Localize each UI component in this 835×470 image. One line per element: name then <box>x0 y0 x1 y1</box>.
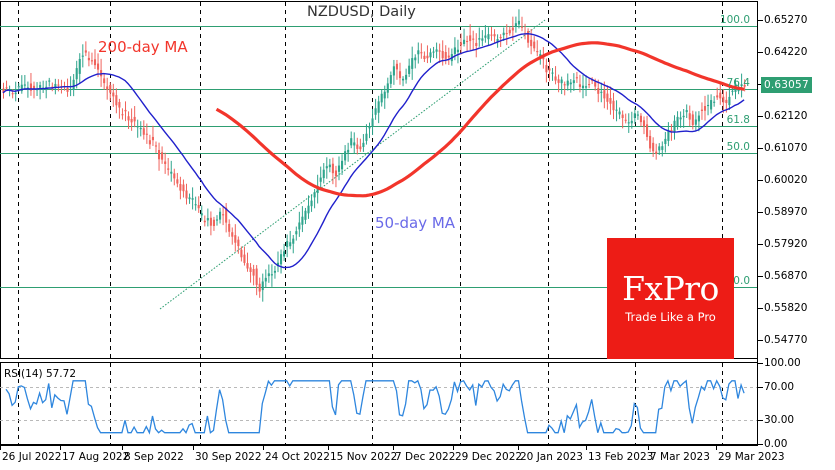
price-tickmark <box>758 116 763 117</box>
ma200-line <box>215 41 745 198</box>
price-tick-label: 0.56870 <box>764 270 808 282</box>
date-axis-label: 29 Dec 2022 <box>455 451 523 463</box>
rsi-panel[interactable] <box>0 362 758 445</box>
price-tick-label: 0.62120 <box>764 110 808 122</box>
rsi-tick-label: 100.00 <box>764 357 801 369</box>
date-axis-line <box>0 445 758 446</box>
price-tickmark <box>758 20 763 21</box>
date-tickmark <box>586 445 587 450</box>
date-tickmark <box>122 445 123 450</box>
ma50-annotation: 50-day MA <box>375 214 456 232</box>
date-axis-label: 15 Nov 2022 <box>330 451 398 463</box>
price-plot <box>0 2 757 358</box>
fib-label-100-0: 100.0 <box>719 13 750 26</box>
date-axis-label: 20 Jan 2023 <box>520 451 583 463</box>
rsi-tick-label: 30.00 <box>764 414 795 426</box>
price-tickmark <box>758 244 763 245</box>
ma50-line <box>2 32 745 269</box>
date-axis-label: 8 Sep 2022 <box>124 451 184 463</box>
date-tickmark <box>716 445 717 450</box>
date-axis-label: 30 Sep 2022 <box>195 451 262 463</box>
date-axis-label: 24 Oct 2022 <box>265 451 330 463</box>
date-axis-label: 7 Mar 2023 <box>650 451 710 463</box>
date-tickmark <box>263 445 264 450</box>
price-tickmark <box>758 340 763 341</box>
price-tickmark <box>758 52 763 53</box>
date-tickmark <box>60 445 61 450</box>
price-tickmark <box>758 84 763 85</box>
price-tick-label: 0.61070 <box>764 142 808 154</box>
price-tick-label: 0.57920 <box>764 238 808 250</box>
fxpro-logo: FxPro Trade Like a Pro <box>607 238 734 359</box>
date-axis-label: 7 Dec 2022 <box>395 451 456 463</box>
rsi-line <box>5 379 745 435</box>
date-tickmark <box>393 445 394 450</box>
ascending-trendline <box>159 19 546 310</box>
fibonacci-lines <box>0 26 757 288</box>
fib-label-76-4: 76.4 <box>726 76 750 89</box>
rsi-tickmark <box>758 387 763 388</box>
price-tick-label: 0.58970 <box>764 206 808 218</box>
rsi-tickmark <box>758 444 763 445</box>
axis-separator <box>757 1 758 445</box>
price-tick-label: 0.65270 <box>764 14 808 26</box>
price-tickmark <box>758 148 763 149</box>
price-tick-label: 0.54770 <box>764 334 808 346</box>
fib-label-61-8: 61.8 <box>726 113 750 126</box>
rsi-plot <box>0 363 757 444</box>
date-axis-label: 17 Aug 2022 <box>62 451 130 463</box>
fxpro-wordmark: FxPro <box>622 269 719 308</box>
price-tickmark <box>758 276 763 277</box>
rsi-tick-label: 0.00 <box>764 438 788 450</box>
rsi-tick-label: 70.00 <box>764 381 795 393</box>
date-axis-label: 26 Jul 2022 <box>2 451 62 463</box>
candlestick-series <box>2 9 746 302</box>
fib-label-50-0: 50.0 <box>726 140 750 153</box>
price-tick-label: 0.55820 <box>764 302 808 314</box>
date-axis-label: 13 Feb 2023 <box>588 451 654 463</box>
date-tickmark <box>0 445 1 450</box>
price-tickmark <box>758 180 763 181</box>
price-tick-label: 0.64220 <box>764 46 808 58</box>
date-tickmark <box>453 445 454 450</box>
rsi-band-lines <box>0 387 757 421</box>
current-price-tag: 0.63057 <box>761 77 812 93</box>
rsi-tickmark <box>758 363 763 364</box>
chart-title: NZDUSD, Daily <box>307 4 416 20</box>
date-tickmark <box>518 445 519 450</box>
date-tickmark <box>193 445 194 450</box>
price-tickmark <box>758 308 763 309</box>
fxpro-tagline: Trade Like a Pro <box>625 310 716 324</box>
fib-label-0-0: 0.0 <box>733 274 750 287</box>
rsi-tickmark <box>758 420 763 421</box>
rsi-header-label: RSI(14) 57.72 <box>4 368 77 380</box>
ma200-annotation: 200-day MA <box>98 38 188 56</box>
date-tickmark <box>328 445 329 450</box>
date-tickmark <box>648 445 649 450</box>
price-tickmark <box>758 212 763 213</box>
rsi-vertical-gridlines <box>18 363 723 444</box>
date-axis-label: 29 Mar 2023 <box>718 451 785 463</box>
price-tick-label: 0.60020 <box>764 174 808 186</box>
